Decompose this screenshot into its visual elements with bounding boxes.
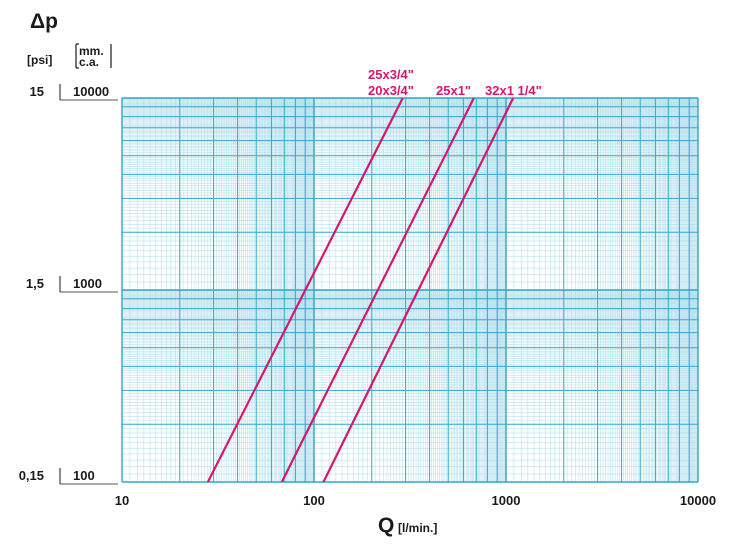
y-tick-psi: 0,15 — [19, 468, 44, 483]
series-label: 32x1 1/4" — [485, 83, 542, 98]
x-axis-unit: [l/min.] — [398, 521, 437, 535]
x-tick-label: 100 — [303, 493, 325, 508]
y-tick-mm: 10000 — [73, 84, 109, 99]
y-axis-title: Δp — [30, 10, 58, 33]
y-tick-mm: 100 — [73, 468, 95, 483]
x-tick-label: 10000 — [680, 493, 716, 508]
x-axis-title: Q — [378, 514, 394, 537]
series-label: 25x1" — [436, 83, 471, 98]
x-tick-label: 10 — [115, 493, 129, 508]
series-line — [322, 97, 515, 483]
series-line — [280, 97, 475, 483]
series-line — [206, 97, 404, 483]
series-lines — [206, 97, 515, 483]
x-tick-label: 1000 — [492, 493, 521, 508]
y-unit-mm: mm. — [79, 44, 104, 58]
y-tick-psi: 15 — [30, 84, 44, 99]
y-unit-ca: c.a. — [79, 55, 99, 69]
series-label: 25x3/4" — [368, 67, 414, 82]
y-unit-psi: [psi] — [27, 53, 52, 67]
series-label: 20x3/4" — [368, 83, 414, 98]
y-axis-dividers — [59, 84, 118, 485]
grid-major — [121, 97, 699, 483]
y-tick-mm: 1000 — [73, 276, 102, 291]
y-tick-psi: 1,5 — [26, 276, 44, 291]
